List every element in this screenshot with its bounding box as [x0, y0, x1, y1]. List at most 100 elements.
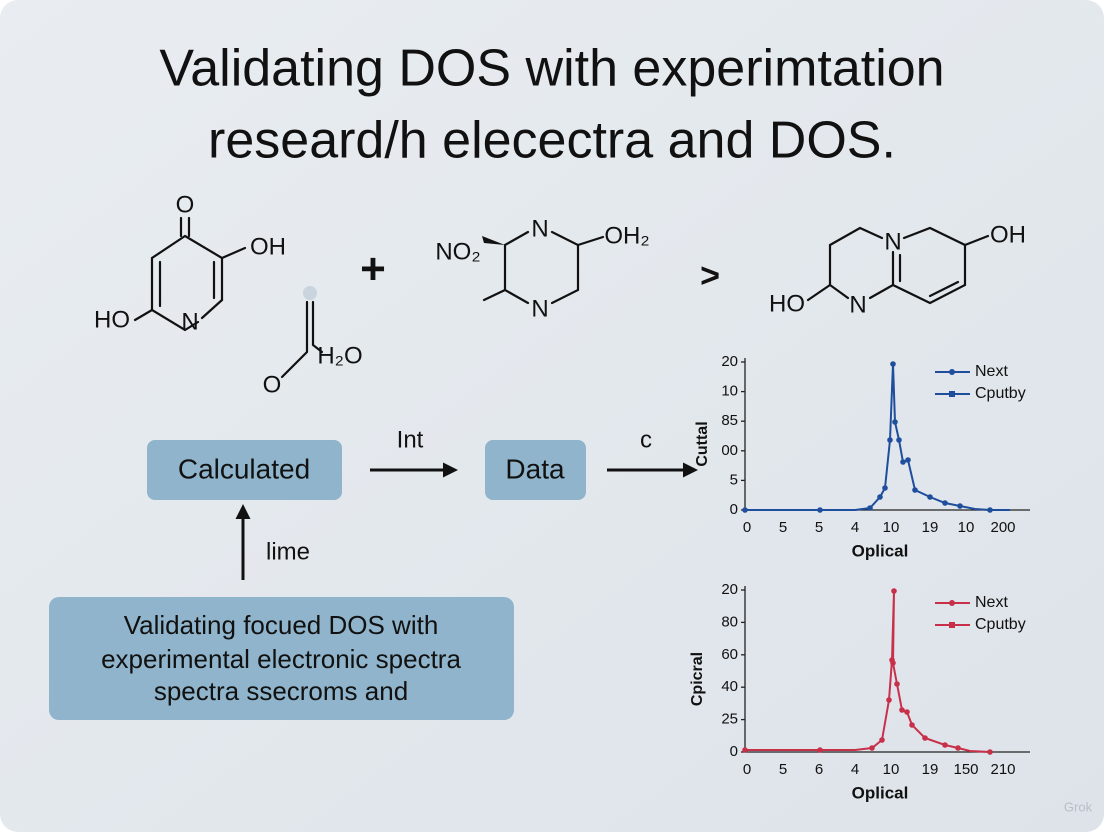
box [147, 440, 342, 500]
x-tick-label: 19 [922, 761, 939, 778]
marker [904, 709, 910, 715]
title-line: Validating DOS with experimtation [159, 40, 944, 98]
title-line: researd/h elecectra and DOS. [208, 112, 896, 170]
box [485, 440, 586, 500]
marker [892, 419, 898, 425]
title: Validating DOS with experimtation resear… [159, 40, 944, 170]
atom: NO₂ [435, 238, 480, 265]
flow: Calculated Int Data c lime Validating fo… [49, 426, 698, 720]
y-tick-label: 85 [721, 412, 738, 429]
marker [877, 494, 883, 500]
atom: OH [990, 221, 1026, 248]
marker [882, 485, 888, 491]
y-tick-label: 20 [721, 581, 738, 598]
x-tick-label: 10 [958, 519, 975, 536]
arrow-label: Int [397, 426, 424, 453]
y-tick-label: 00 [721, 442, 738, 459]
marker [905, 457, 911, 463]
bonds [280, 300, 324, 379]
x-tick-label: 5 [779, 761, 787, 778]
x-tick-label: 6 [815, 761, 823, 778]
summary-line: Validating focued DOS with [124, 610, 439, 640]
x-tick-label: 4 [851, 761, 859, 778]
x-tick-label: 0 [743, 761, 751, 778]
marker [867, 505, 873, 511]
y-tick-label: 60 [721, 646, 738, 663]
atom: N [884, 228, 901, 255]
marker [817, 747, 823, 753]
legend-marker [949, 391, 955, 397]
y-tick-label: 0 [730, 743, 738, 760]
arrow-label: c [640, 426, 652, 453]
y-tick-label: 20 [721, 353, 738, 370]
bonds [482, 235, 605, 302]
x-tick-label: 5 [779, 519, 787, 536]
marker [817, 507, 823, 513]
marker [890, 660, 896, 666]
y-axis-label: Cpicral [689, 652, 706, 706]
box-label: Calculated [178, 453, 310, 484]
summary-line: spectra ssecroms and [154, 676, 408, 706]
atom: OH₂ [604, 222, 649, 249]
marker [987, 749, 993, 755]
legend-marker [949, 622, 955, 628]
atom: N [181, 308, 198, 335]
legend-label: Cputby [975, 616, 1026, 633]
molecule-3: N OH HO N [769, 221, 1026, 318]
y-tick-label: 80 [721, 613, 738, 630]
molecule-1: O OH HO N [94, 191, 286, 335]
box-label: Data [505, 453, 565, 484]
marker [742, 507, 748, 513]
marker [891, 588, 897, 594]
legend-label: Next [975, 594, 1008, 611]
molecule-2: NO₂ N OH₂ N [435, 215, 649, 322]
mini-chart: 20 10 85 00 5 00 5 5 4 10 19 10 200 Oplical Cuttal Next… [694, 353, 1030, 560]
y-tick-label: 5 [730, 471, 738, 488]
atom: N [849, 291, 866, 318]
marker [886, 697, 892, 703]
marker [912, 487, 918, 493]
dot [303, 286, 317, 300]
atom: HO [769, 290, 805, 317]
double-bond [158, 260, 216, 308]
marker [942, 742, 948, 748]
x-tick-label: 210 [990, 761, 1015, 778]
marker [927, 494, 933, 500]
legend-label: Cputby [975, 385, 1026, 402]
x-tick-label: 0 [743, 519, 751, 536]
fragment: H₂O O [263, 286, 363, 398]
x-tick-label: 19 [922, 519, 939, 536]
marker [987, 507, 993, 513]
marker [894, 681, 900, 687]
atom: O [263, 371, 282, 398]
x-tick-label: 150 [953, 761, 978, 778]
legend-label: Next [975, 363, 1008, 380]
y-tick-label: 10 [721, 383, 738, 400]
atom: N [531, 295, 548, 322]
marker [869, 745, 875, 751]
marker [942, 500, 948, 506]
y-tick-label: 40 [721, 678, 738, 695]
marker [887, 437, 893, 443]
marker [955, 745, 961, 751]
atom: OH [250, 233, 286, 260]
bonds [133, 216, 247, 322]
double-bond [898, 253, 960, 298]
wedge [482, 236, 505, 245]
bonds [806, 234, 990, 302]
marker [909, 722, 915, 728]
watermark: Grok [1064, 799, 1093, 814]
marker [900, 459, 906, 465]
arrow-label: lime [266, 538, 310, 565]
legend-marker [949, 600, 955, 606]
x-axis-label: Oplical [852, 783, 909, 802]
marker [957, 503, 963, 509]
y-tick-label: 25 [721, 711, 738, 728]
marker [899, 707, 905, 713]
marker [742, 747, 748, 753]
atom: HO [94, 306, 130, 333]
x-axis-label: Oplical [852, 541, 909, 560]
marker [879, 737, 885, 743]
